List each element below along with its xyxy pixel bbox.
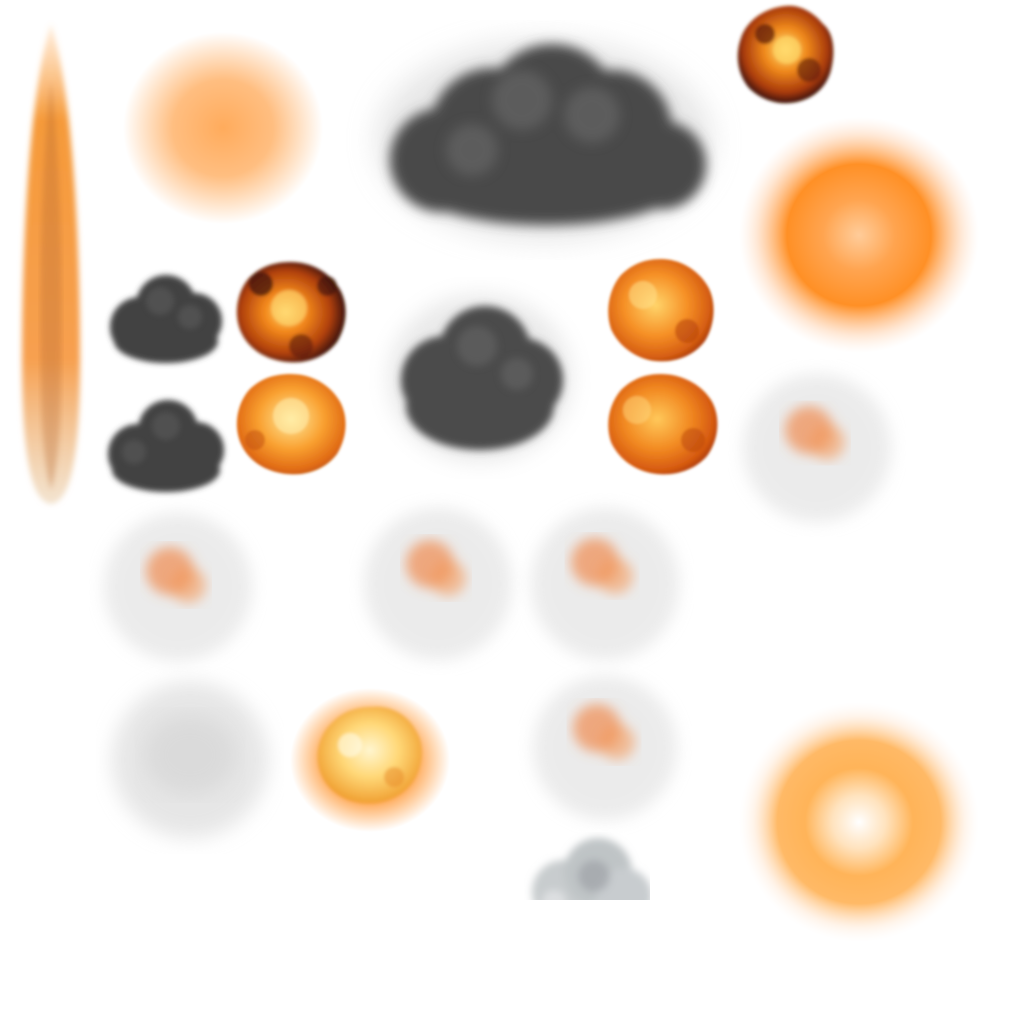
faded-ember-smoke-sprite (525, 670, 685, 825)
fire-streak-icon (22, 24, 80, 504)
large-smoke-cloud-sprite (372, 30, 717, 250)
medium-smoke-cloud-sprite (385, 290, 575, 465)
soft-glow-sprite (118, 28, 328, 228)
small-explosion-sprite (731, 0, 839, 108)
faded-ember-smoke-sprite (100, 505, 260, 665)
glowing-explosion-sprite (290, 685, 455, 835)
faded-ember-smoke-sprite (358, 500, 518, 665)
dark-smoke-puff-sprite (104, 265, 228, 369)
faded-ember-smoke-sprite (737, 368, 897, 528)
dark-explosion-sprite (231, 256, 351, 368)
dark-smoke-puff-sprite (104, 392, 228, 496)
orange-explosion-sprite (603, 255, 717, 367)
glow-ring-sprite (737, 115, 982, 355)
orange-explosion-sprite (603, 370, 723, 480)
gray-smoke-puff-sprite (524, 832, 650, 900)
fire-streak-sprite (14, 20, 88, 510)
faint-smoke-sprite (105, 675, 275, 845)
glow-ring-sprite (737, 700, 982, 945)
faded-ember-smoke-sprite (525, 500, 685, 665)
bright-explosion-sprite (231, 370, 351, 480)
